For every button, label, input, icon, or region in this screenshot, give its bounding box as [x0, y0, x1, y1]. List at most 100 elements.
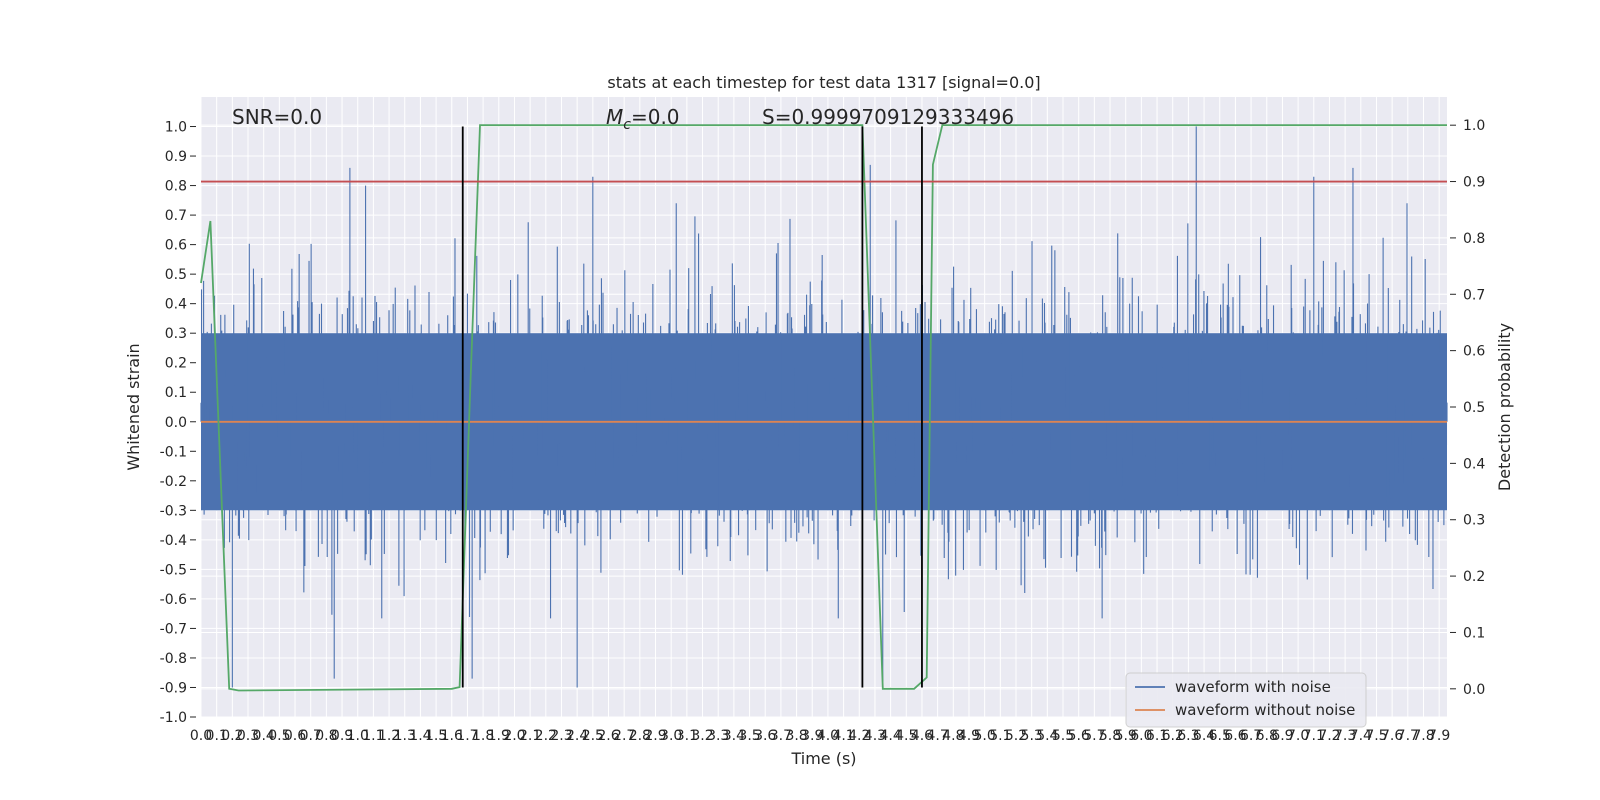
x-tick-label: 3.5 [738, 728, 760, 744]
right-y-tick-label: 0.8 [1463, 231, 1485, 247]
y-tick-label: 0.1 [165, 385, 187, 401]
y-tick-label: 1.0 [165, 120, 187, 136]
chirp-mass-subscript: c [623, 117, 631, 133]
legend: waveform with noise waveform without noi… [1125, 672, 1367, 728]
y-tick-label: -0.1 [160, 444, 187, 460]
x-tick-label: 2.1 [519, 728, 541, 744]
legend-box [1125, 672, 1367, 728]
x-tick-label: 0.1 [206, 728, 228, 744]
x-tick-label: 3.0 [660, 728, 682, 744]
x-tick-label: 7.0 [1287, 728, 1309, 744]
x-tick-label: 6.9 [1271, 728, 1293, 744]
y-tick-label: -1.0 [160, 710, 187, 726]
x-tick-label: 0.7 [300, 728, 322, 744]
x-tick-label: 7.7 [1397, 728, 1419, 744]
x-tick-label: 0.8 [315, 728, 337, 744]
x-tick-label: 1.9 [488, 728, 510, 744]
x-tick-label: 3.2 [691, 728, 713, 744]
x-tick-label: 5.2 [1005, 728, 1027, 744]
right-y-tick-labels: 0.0 0.1 0.2 0.3 0.4 0.5 0.6 0.7 0.8 0.9 1.0 [1450, 118, 1485, 698]
x-axis-label: Time (s) [790, 749, 856, 768]
x-tick-label: 6.3 [1177, 728, 1199, 744]
x-tick-label: 0.4 [253, 728, 275, 744]
x-tick-label: 2.0 [503, 728, 525, 744]
x-tick-labels: 0.00.10.20.30.40.50.60.70.80.91.01.11.21… [190, 728, 1450, 744]
x-tick-label: 5.9 [1115, 728, 1137, 744]
x-tick-label: 5.7 [1083, 728, 1105, 744]
x-tick-label: 2.8 [629, 728, 651, 744]
x-tick-label: 7.2 [1318, 728, 1340, 744]
y-tick-label: -0.5 [160, 562, 187, 578]
x-tick-label: 7.9 [1428, 728, 1450, 744]
x-tick-label: 7.4 [1350, 728, 1372, 744]
x-tick-label: 1.3 [394, 728, 416, 744]
y-tick-label: -0.9 [160, 680, 187, 696]
x-tick-label: 3.7 [770, 728, 792, 744]
x-tick-label: 5.6 [1068, 728, 1090, 744]
right-y-tick-label: 0.0 [1463, 682, 1485, 698]
noise-waveform-path [200, 126, 1448, 688]
y-tick-label: 0.2 [165, 356, 187, 372]
chart-title: stats at each timestep for test data 131… [607, 73, 1040, 92]
x-tick-label: 7.3 [1334, 728, 1356, 744]
x-tick-label: 4.5 [895, 728, 917, 744]
detection-probability-line [200, 124, 1447, 692]
x-tick-label: 4.3 [864, 728, 886, 744]
right-y-tick-label: 0.1 [1463, 625, 1485, 641]
x-tick-label: 1.4 [409, 728, 431, 744]
x-tick-label: 1.7 [456, 728, 478, 744]
legend-label-noise: waveform with noise [1175, 678, 1331, 696]
x-tick-label: 6.7 [1240, 728, 1262, 744]
x-tick-label: 1.8 [472, 728, 494, 744]
x-tick-label: 0.9 [331, 728, 353, 744]
y-tick-label: 0.5 [165, 267, 187, 283]
y-tick-label: -0.7 [160, 621, 187, 637]
x-tick-label: 3.8 [785, 728, 807, 744]
x-tick-label: 5.5 [1052, 728, 1074, 744]
x-tick-label: 2.7 [613, 728, 635, 744]
x-tick-label: 1.1 [362, 728, 384, 744]
x-tick-label: 2.6 [597, 728, 619, 744]
x-tick-label: 6.4 [1193, 728, 1215, 744]
x-tick-label: 4.8 [942, 728, 964, 744]
x-tick-label: 7.5 [1365, 728, 1387, 744]
x-tick-label: 5.8 [1099, 728, 1121, 744]
x-tick-label: 2.3 [550, 728, 572, 744]
chirp-mass-annotation: Mc=0.0 [606, 105, 680, 133]
y-tick-label: -0.3 [160, 503, 187, 519]
x-tick-label: 6.8 [1256, 728, 1278, 744]
x-tick-label: 1.6 [441, 728, 463, 744]
right-y-tick-label: 0.2 [1463, 569, 1485, 585]
x-tick-label: 1.0 [347, 728, 369, 744]
x-tick-label: 2.2 [535, 728, 557, 744]
right-y-tick-label: 1.0 [1463, 118, 1485, 134]
x-tick-label: 0.3 [237, 728, 259, 744]
y-tick-labels: -1.0 -0.9 -0.8 -0.7 -0.6 -0.5 -0.4 -0.3 -0.2 -0.1… [160, 120, 196, 726]
right-y-tick-label: 0.4 [1463, 456, 1485, 472]
y-tick-label: -0.6 [160, 592, 187, 608]
x-tick-label: 7.6 [1381, 728, 1403, 744]
x-tick-label: 6.6 [1224, 728, 1246, 744]
x-tick-label: 5.4 [1036, 728, 1058, 744]
x-tick-label: 3.6 [754, 728, 776, 744]
x-tick-label: 2.5 [582, 728, 604, 744]
right-y-tick-label: 0.6 [1463, 344, 1485, 360]
x-tick-label: 5.3 [1021, 728, 1043, 744]
right-y-axis-label: Detection probability [1495, 323, 1514, 491]
line-series [200, 124, 1447, 692]
x-tick-label: 6.5 [1209, 728, 1231, 744]
x-tick-label: 5.1 [989, 728, 1011, 744]
x-tick-label: 0.5 [268, 728, 290, 744]
x-tick-label: 6.2 [1162, 728, 1184, 744]
x-tick-label: 3.3 [707, 728, 729, 744]
x-tick-label: 1.5 [425, 728, 447, 744]
x-tick-label: 4.7 [926, 728, 948, 744]
x-tick-label: 0.6 [284, 728, 306, 744]
y-tick-label: 0.6 [165, 238, 187, 254]
x-tick-label: 3.4 [723, 728, 745, 744]
chirp-mass-symbol: M [606, 105, 623, 129]
x-tick-label: 6.1 [1146, 728, 1168, 744]
right-y-tick-label: 0.7 [1463, 287, 1485, 303]
y-tick-label: 0.7 [165, 208, 187, 224]
